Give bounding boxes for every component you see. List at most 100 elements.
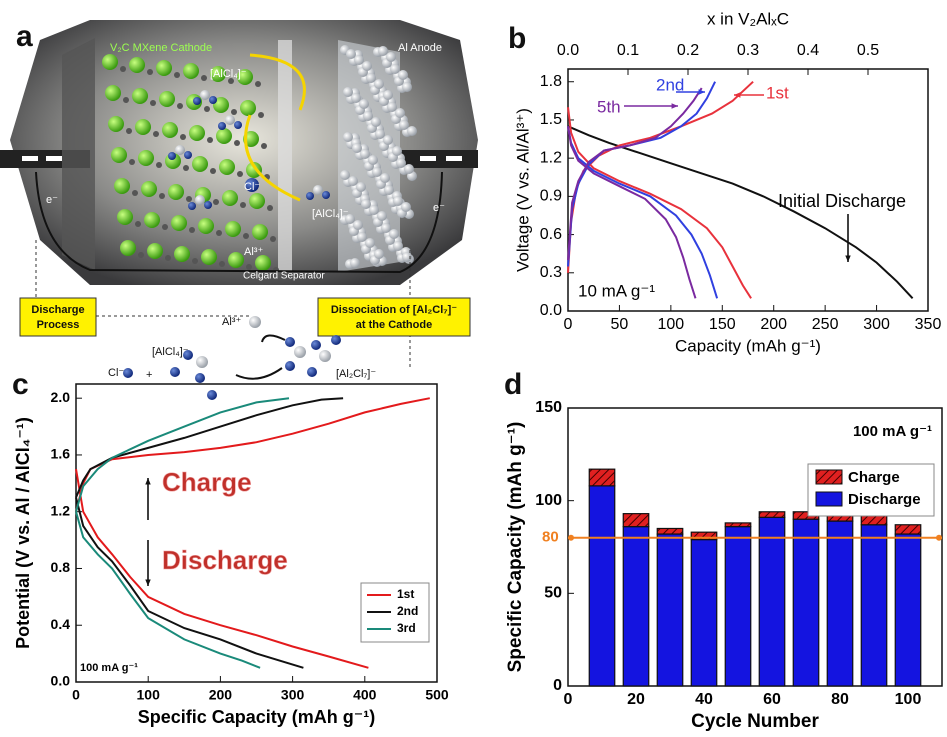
- y-tick-label: 150: [535, 399, 562, 416]
- atom: [368, 155, 378, 165]
- atom: [350, 258, 360, 268]
- atom: [371, 117, 381, 127]
- atom: [343, 87, 353, 97]
- atom: [340, 170, 350, 180]
- y-tick-label: 0.9: [540, 188, 562, 205]
- atom: [192, 156, 208, 172]
- reference-label: 80: [542, 529, 559, 546]
- atom: [357, 232, 367, 242]
- atom: [270, 236, 276, 242]
- bar-segment: [690, 538, 718, 687]
- atom: [209, 96, 217, 104]
- arrow-head: [145, 579, 151, 586]
- atom: [252, 224, 268, 240]
- atom: [380, 173, 390, 183]
- atom: [389, 229, 399, 239]
- molecule: [170, 350, 217, 400]
- annotation: Discharge: [162, 545, 288, 575]
- atom: [383, 90, 393, 100]
- reference-end: [936, 534, 942, 541]
- electron-label: e⁻: [433, 202, 445, 214]
- atom: [240, 202, 246, 208]
- atom: [156, 162, 162, 168]
- x2-tick-label: 0.0: [557, 42, 579, 59]
- scheme-label: Cl⁻: [108, 367, 124, 379]
- annotation: Charge: [162, 467, 252, 497]
- atom: [359, 99, 369, 109]
- data-line: [567, 87, 703, 299]
- atom: [210, 168, 216, 174]
- atom: [162, 122, 178, 138]
- bar-segment: [622, 513, 650, 528]
- data-line: [75, 397, 344, 669]
- atom: [177, 103, 183, 109]
- current-collector: [62, 38, 95, 270]
- x-tick-label: 150: [709, 316, 736, 333]
- atom: [363, 111, 373, 121]
- atom: [398, 70, 408, 80]
- atom: [322, 191, 330, 199]
- atom: [213, 199, 219, 205]
- x-tick-label: 0: [564, 316, 573, 333]
- panel-label: a: [16, 20, 33, 53]
- callout-text: Dissociation of [Al₂Cl₇]⁻: [331, 304, 458, 316]
- atom: [246, 264, 252, 270]
- x-tick-label: 0: [564, 691, 573, 708]
- atom: [192, 258, 198, 264]
- callout-text: Discharge: [31, 304, 84, 316]
- y-tick-label: 1.2: [51, 502, 71, 518]
- atom: [204, 201, 212, 209]
- atom: [348, 176, 358, 186]
- x-tick-label: 200: [760, 316, 787, 333]
- bar-segment: [860, 524, 888, 687]
- atom: [243, 233, 249, 239]
- atom: [132, 88, 148, 104]
- legend-swatch: [815, 469, 843, 485]
- atom: [396, 158, 406, 168]
- legend-label: 1st: [397, 587, 414, 601]
- atom: [174, 72, 180, 78]
- atom: [135, 119, 151, 135]
- atom: [246, 162, 262, 178]
- atom: [189, 125, 205, 141]
- atom: [216, 230, 222, 236]
- atom: [159, 91, 175, 107]
- y-axis-title: Potential (V vs. Al / AlCl₄⁻¹): [13, 417, 33, 649]
- annotation: 100 mA g⁻¹: [853, 423, 932, 440]
- data-line: [567, 80, 754, 299]
- atom: [351, 93, 361, 103]
- atom: [366, 73, 376, 83]
- atom: [132, 190, 138, 196]
- atom: [183, 165, 189, 171]
- anode-terminal: [400, 150, 478, 168]
- separator-label: Celgard Separator: [243, 271, 325, 282]
- atom: [156, 60, 172, 76]
- bar-segment: [656, 527, 684, 535]
- y-tick-label: 0: [553, 677, 562, 694]
- y-tick-label: 0.4: [51, 616, 71, 632]
- atom: [123, 97, 129, 103]
- atom: [183, 63, 199, 79]
- battery-diagram: V₂C MXene Cathode Al Anode Celgard Separ…: [0, 20, 478, 400]
- atom: [117, 209, 133, 225]
- atom: [374, 79, 384, 89]
- molecule: [285, 335, 341, 377]
- annotation: Initial Discharge: [778, 191, 906, 211]
- x2-tick-label: 0.4: [797, 42, 819, 59]
- atom: [126, 128, 132, 134]
- x-tick-label: 60: [763, 691, 781, 708]
- x-axis-title: Cycle Number: [691, 711, 819, 732]
- atom: [249, 193, 265, 209]
- atom: [346, 49, 356, 59]
- atom: [175, 145, 185, 155]
- plot-frame: [75, 383, 438, 683]
- atom: [111, 147, 127, 163]
- scheme-label: [Al₂Cl₇]⁻: [336, 368, 376, 380]
- atom: [399, 120, 409, 130]
- atom: [201, 75, 207, 81]
- atom: [174, 246, 190, 262]
- callout-text: at the Cathode: [356, 319, 432, 331]
- atom: [362, 61, 372, 71]
- x-tick-label: 100: [895, 691, 922, 708]
- bar-segment: [894, 533, 922, 687]
